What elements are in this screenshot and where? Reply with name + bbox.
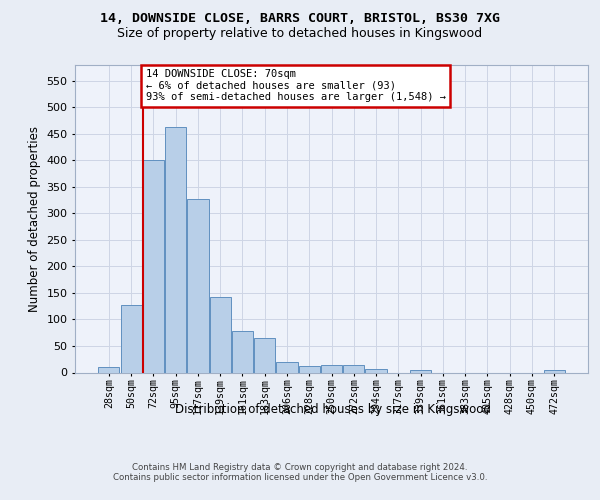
Bar (187, 198, 209, 372)
Text: 14 DOWNSIDE CLOSE: 70sqm
← 6% of detached houses are smaller (93)
93% of semi-de: 14 DOWNSIDE CLOSE: 70sqm ← 6% of detache… (146, 69, 446, 102)
Bar (299, 366, 320, 372)
Bar (143, 160, 164, 372)
Y-axis label: Number of detached properties: Number of detached properties (28, 126, 41, 312)
Bar (410, 370, 431, 372)
Bar (277, 362, 298, 372)
Text: Distribution of detached houses by size in Kingswood: Distribution of detached houses by size … (175, 402, 491, 415)
Bar (544, 370, 565, 372)
Bar (165, 127, 186, 372)
Bar (365, 369, 386, 372)
Bar (121, 304, 142, 372)
Text: Contains HM Land Registry data © Crown copyright and database right 2024.: Contains HM Land Registry data © Crown c… (132, 462, 468, 471)
Text: 14, DOWNSIDE CLOSE, BARRS COURT, BRISTOL, BS30 7XG: 14, DOWNSIDE CLOSE, BARRS COURT, BRISTOL… (100, 12, 500, 26)
Bar (232, 330, 253, 372)
Bar (209, 296, 231, 372)
Bar (343, 364, 364, 372)
Text: Contains public sector information licensed under the Open Government Licence v3: Contains public sector information licen… (113, 472, 487, 482)
Text: Size of property relative to detached houses in Kingswood: Size of property relative to detached ho… (118, 28, 482, 40)
Bar (98, 367, 119, 372)
Bar (321, 364, 342, 372)
Bar (254, 338, 275, 372)
